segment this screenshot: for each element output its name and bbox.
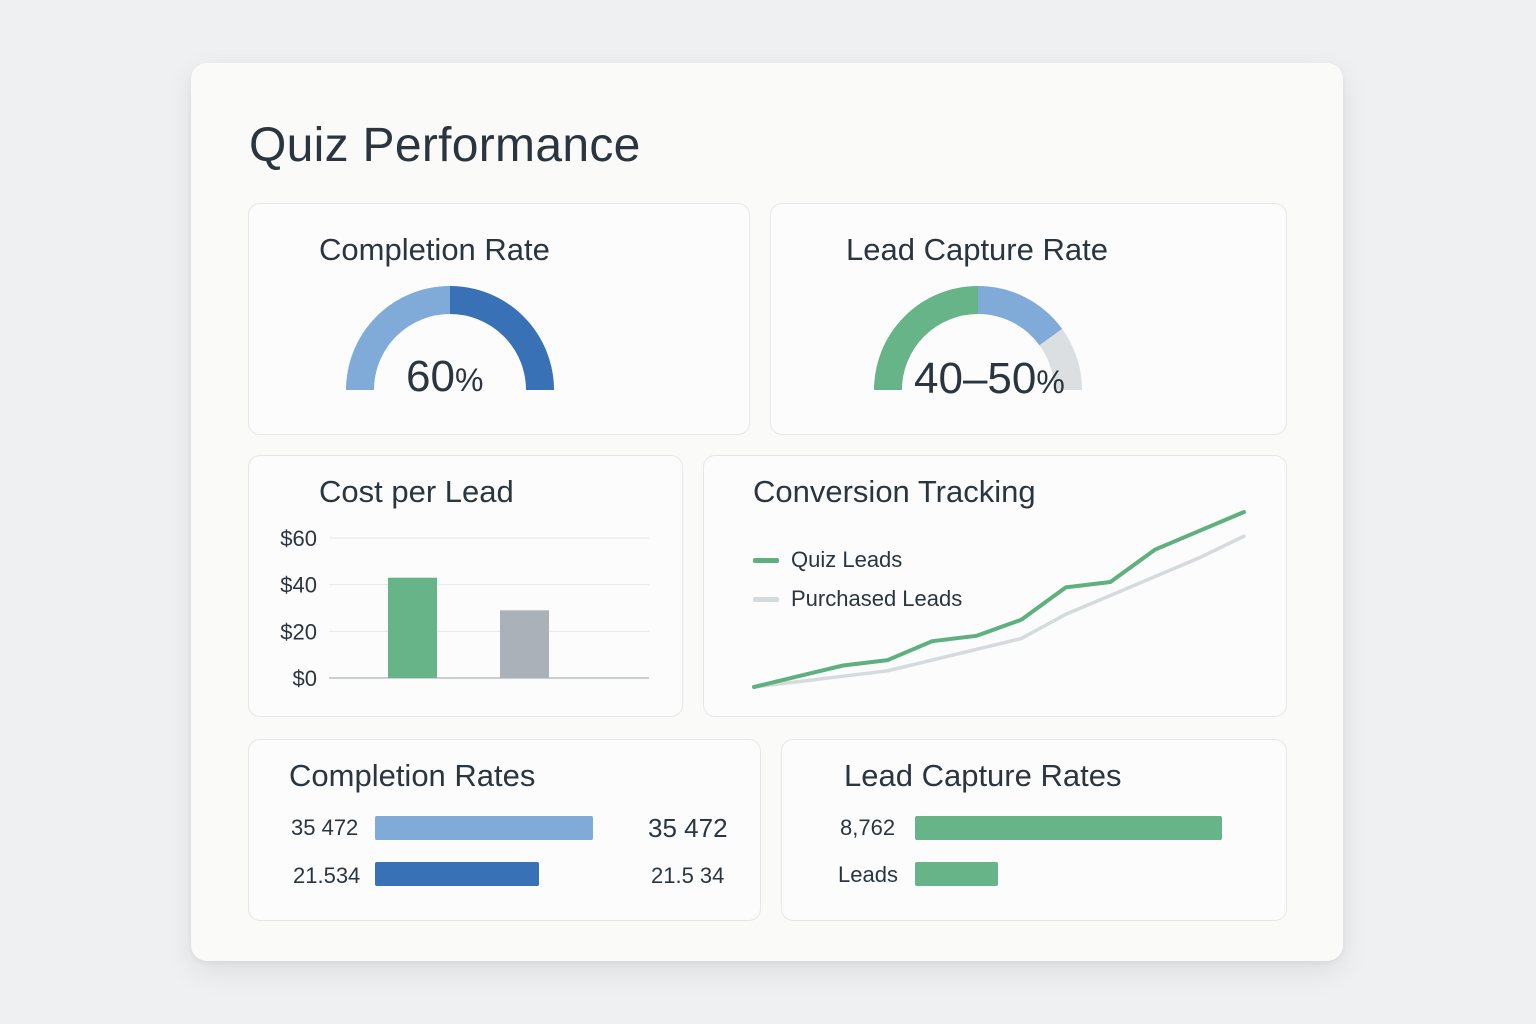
bar-label: Leads (838, 862, 898, 887)
y-tick-label: $40 (280, 573, 317, 598)
gauge-segment-blue (977, 286, 1063, 346)
card-title: Lead Capture Rate (846, 232, 1108, 267)
lead-capture-gauge (874, 286, 1082, 391)
completion-bar (375, 862, 539, 886)
y-tick-label: $0 (293, 666, 317, 691)
legend-swatch (753, 557, 779, 563)
legend-label: Quiz Leads (791, 547, 903, 572)
lead-capture-rate-value: 40–50% (914, 354, 1065, 404)
dashboard-panel: Quiz Performance Completion Rate 60% Lea… (191, 63, 1343, 961)
gauge-segment-remaining (449, 286, 554, 391)
y-tick-label: $60 (280, 526, 317, 551)
legend-item-purchased-leads: Purchased Leads (753, 586, 962, 612)
completion-rates-card[interactable]: Completion Rates 35 472 35 472 21.534 21… (248, 739, 761, 921)
gauge-segment-gray (1039, 328, 1082, 391)
series-line-quiz-leads (752, 510, 1246, 689)
card-title: Lead Capture Rates (844, 758, 1122, 793)
page-title: Quiz Performance (249, 119, 641, 172)
bar-label: 8,762 (840, 815, 896, 840)
y-tick-label: $20 (280, 619, 317, 644)
lead-capture-bar (915, 816, 1222, 840)
cost-per-lead-chart: $60 $40 $20 $0 (280, 526, 649, 691)
bar-value: 35 472 (648, 813, 728, 843)
card-title: Completion Rate (319, 232, 550, 267)
legend-swatch (753, 596, 779, 602)
lead-capture-rates-card[interactable]: Lead Capture Rates 8,762 Leads (781, 739, 1287, 921)
conversion-tracking-card[interactable]: Conversion Tracking Quiz Leads Purchased… (703, 455, 1287, 717)
bar-label: 35 472 (291, 815, 359, 840)
cost-per-lead-card[interactable]: Cost per Lead $60 $40 $20 $0 (248, 455, 683, 717)
bar-label: 21.534 (293, 863, 361, 888)
completion-rate-value: 60% (406, 352, 483, 402)
gauge-number: 60 (406, 352, 455, 401)
completion-gauge (346, 286, 554, 391)
legend-label: Purchased Leads (791, 586, 963, 611)
lead-capture-rate-card[interactable]: Lead Capture Rate 40–50% (770, 203, 1287, 435)
conversion-line-chart (752, 510, 1246, 689)
gauge-unit: % (1036, 364, 1065, 400)
gauge-number: 40–50 (914, 354, 1037, 403)
completion-rate-card[interactable]: Completion Rate 60% (248, 203, 750, 435)
lead-capture-bar (915, 862, 998, 886)
legend-item-quiz-leads: Quiz Leads (753, 547, 902, 573)
cost-bar (388, 577, 437, 678)
gauge-segment-green (874, 286, 979, 391)
gauge-unit: % (454, 362, 484, 398)
bar-value: 21.5 34 (651, 863, 725, 888)
cost-bar (500, 610, 549, 678)
card-title: Completion Rates (289, 758, 536, 793)
series-line-purchased-leads (752, 534, 1246, 689)
gauge-segment-completed (346, 286, 451, 391)
completion-bar (375, 816, 593, 840)
card-title: Conversion Tracking (753, 474, 1036, 509)
card-title: Cost per Lead (319, 474, 514, 509)
